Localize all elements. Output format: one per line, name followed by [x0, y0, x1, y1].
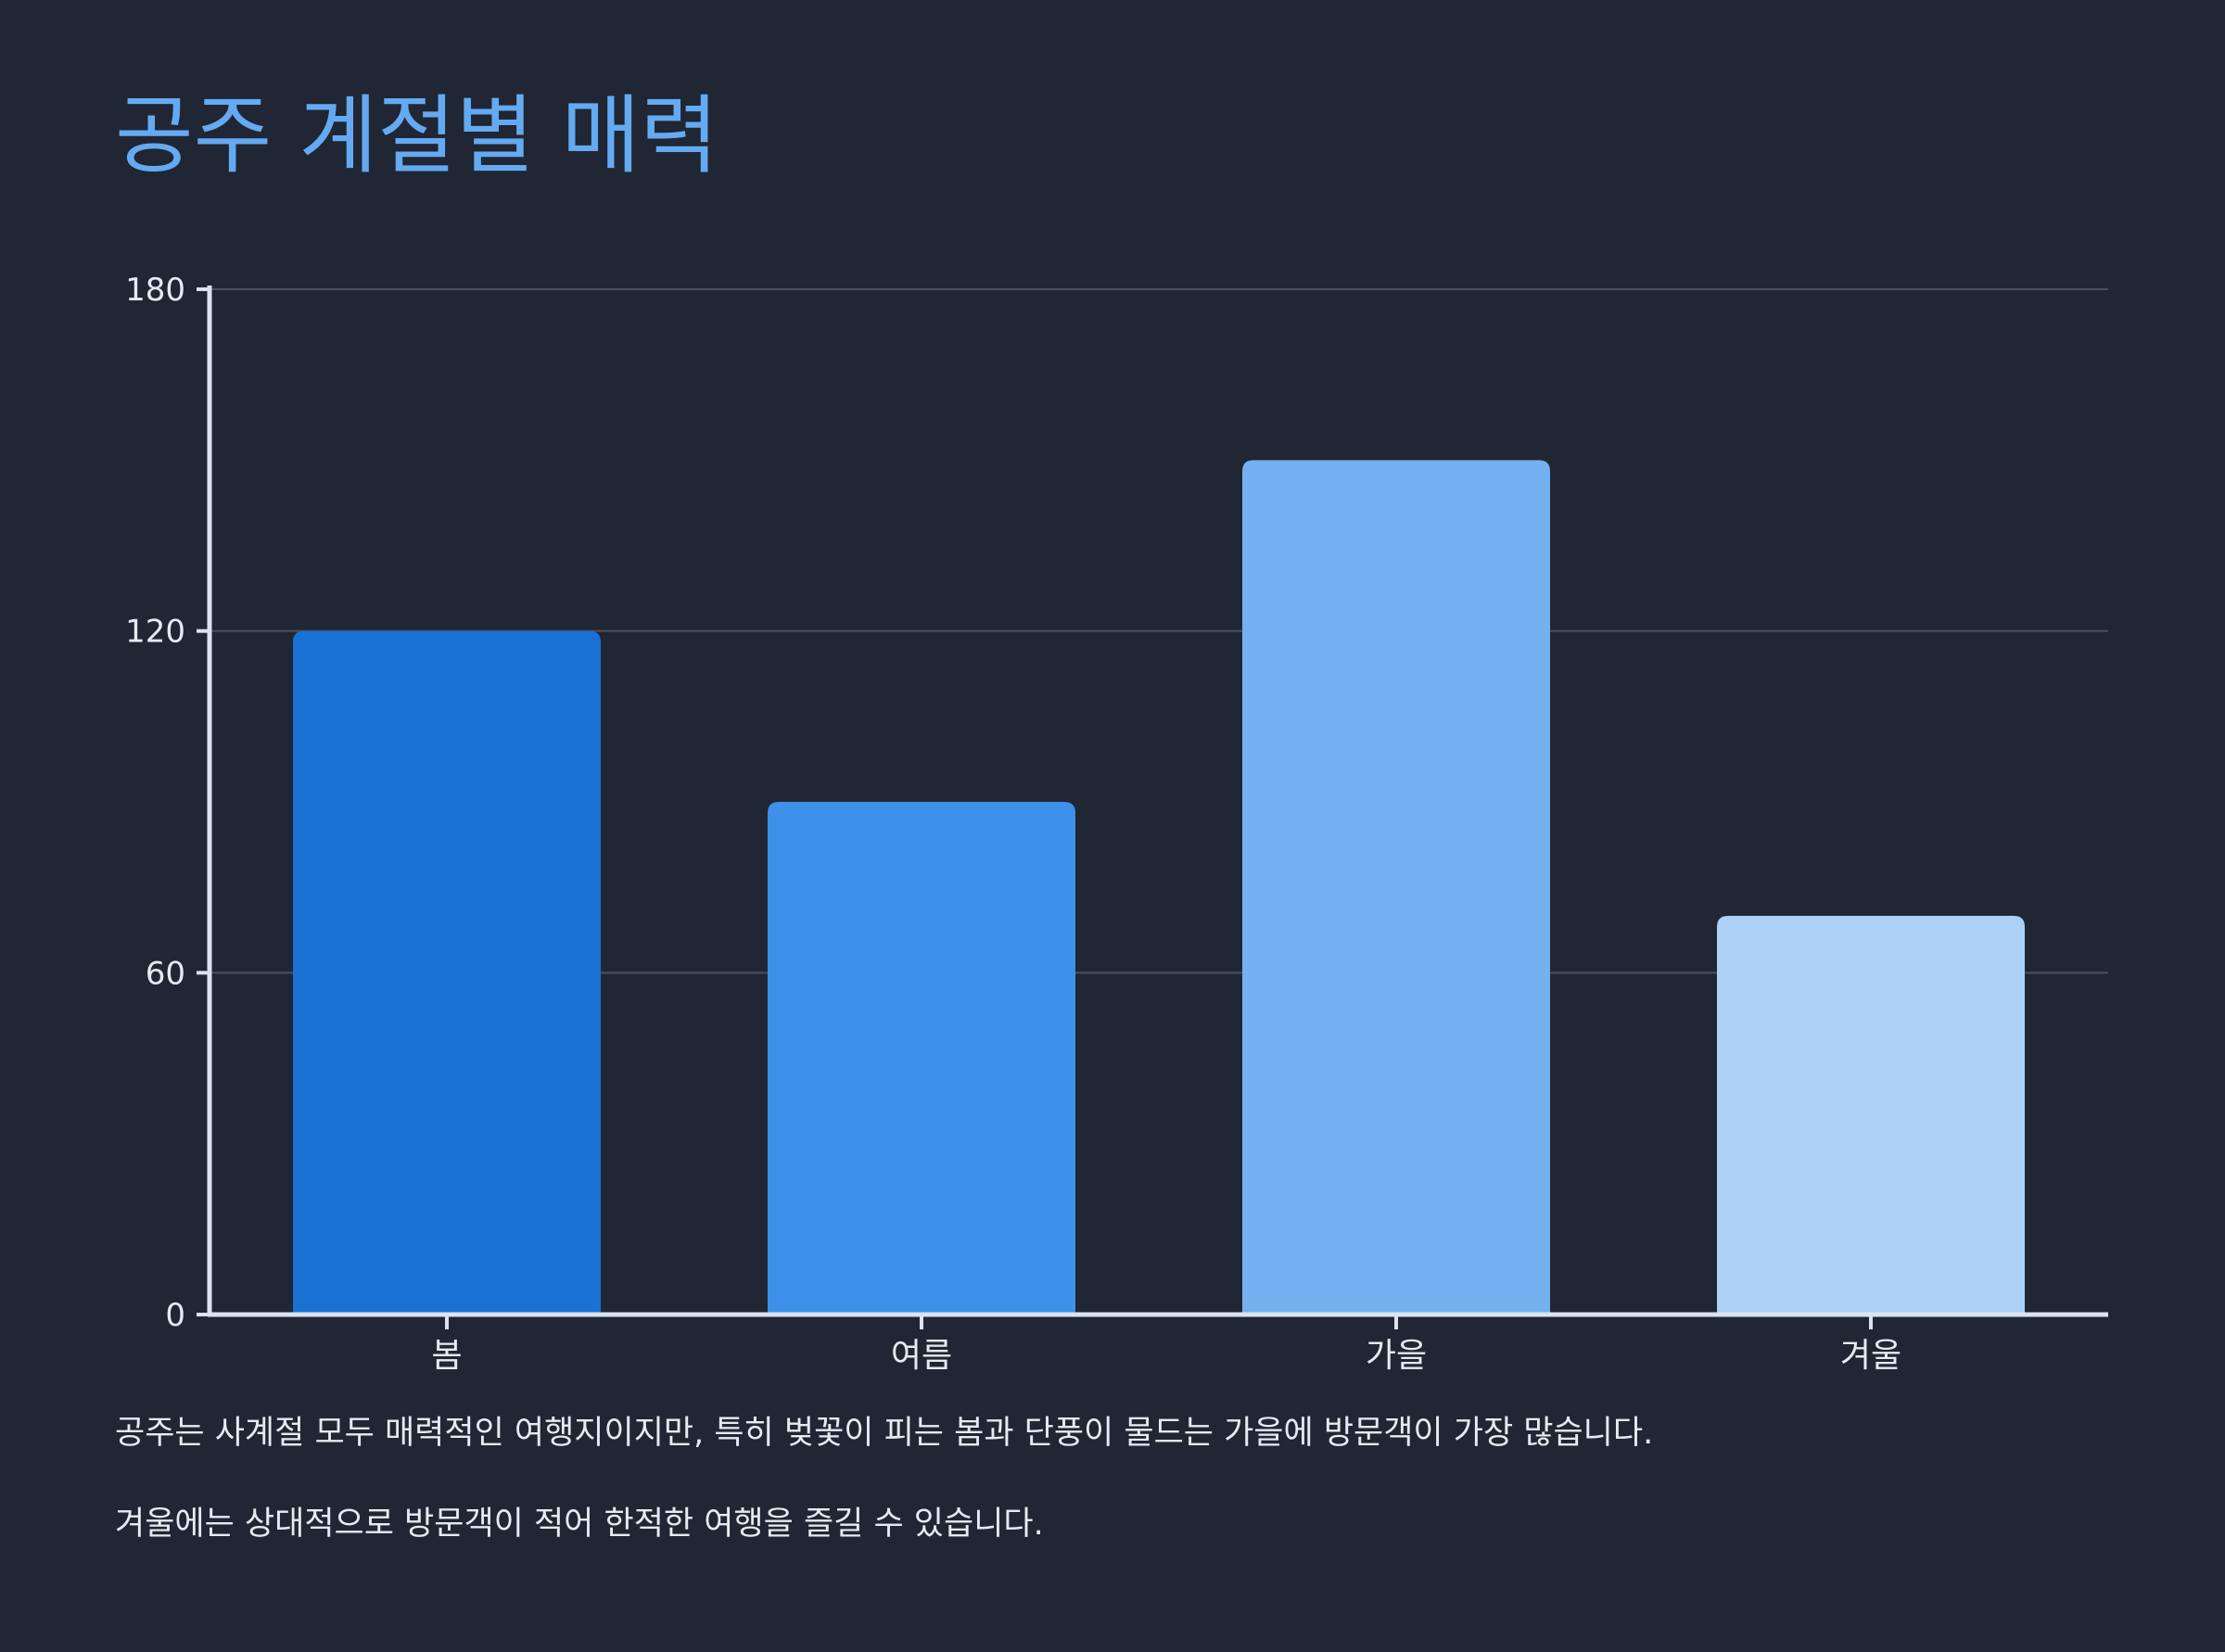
chart-title: 공주 계절별 매력	[115, 86, 718, 185]
note-1: 공주는 사계절 모두 매력적인 여행지이지만, 특히 벚꽃이 피는 봄과 단풍이…	[115, 1415, 1654, 1452]
bar-4	[1717, 915, 2025, 1315]
bar-1	[293, 630, 601, 1315]
y-tick-label-1: 60	[146, 955, 185, 992]
note-2: 겨울에는 상대적으로 방문객이 적어 한적한 여행을 즐길 수 있습니다.	[115, 1506, 1044, 1543]
y-tick-label-2: 120	[125, 614, 185, 651]
y-tick-label-3: 180	[125, 272, 185, 309]
bar-2	[768, 802, 1075, 1315]
x-tick-label-2: 가을	[1366, 1337, 1427, 1375]
x-tick-label-1: 여름	[891, 1337, 952, 1375]
x-tick-label-3: 겨울	[1840, 1337, 1901, 1375]
y-tick-label-0: 0	[165, 1297, 185, 1334]
chart-notes: 공주는 사계절 모두 매력적인 여행지이지만, 특히 벚꽃이 피는 봄과 단풍이…	[115, 1415, 2108, 1596]
bar-3	[1242, 460, 1550, 1315]
x-tick-label-0: 봄	[431, 1337, 462, 1375]
